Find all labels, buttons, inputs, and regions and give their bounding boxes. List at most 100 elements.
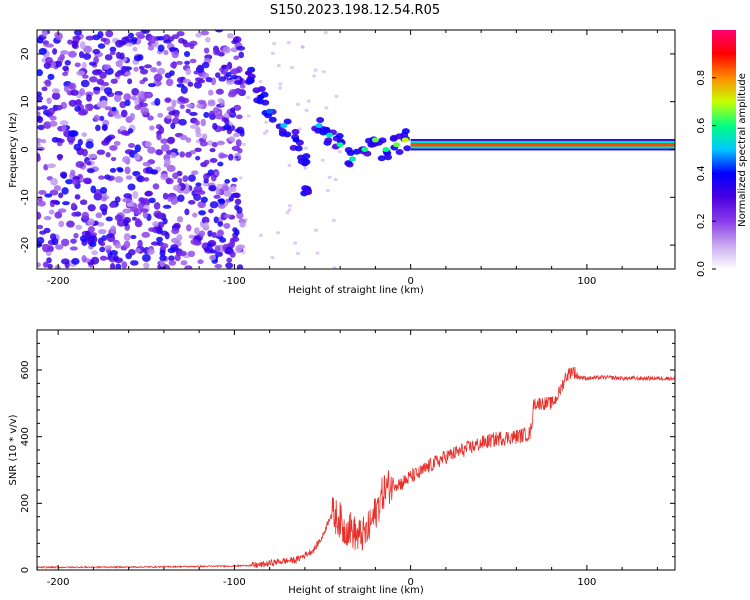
- heatmap-noise-blob: [226, 33, 234, 39]
- heatmap-noise-blob: [223, 223, 231, 229]
- heatmap-noise-blob: [203, 173, 210, 181]
- heatmap-noise-blob: [101, 139, 110, 146]
- colorbar-tick-label: 0.4: [696, 165, 707, 181]
- heatmap-track-blob: [344, 147, 353, 154]
- heatmap-noise-blob: [201, 216, 210, 224]
- heatmap-noise-blob: [194, 227, 200, 235]
- heatmap-noise-blob: [37, 95, 44, 102]
- heatmap-noise-blob: [193, 81, 202, 89]
- heatmap-noise-blob: [223, 124, 231, 131]
- heatmap-noise-blob: [43, 62, 51, 69]
- heatmap-noise-blob: [183, 51, 191, 58]
- heatmap-y-tick-label: 20: [20, 48, 31, 61]
- heatmap-track-blob: [316, 117, 325, 124]
- heatmap-noise-blob: [215, 187, 221, 196]
- heatmap-track-blob: [301, 185, 310, 192]
- heatmap-noise-blob: [187, 250, 196, 258]
- heatmap-noise-blob: [270, 51, 275, 56]
- heatmap-noise-blob: [203, 159, 210, 165]
- heatmap-noise-blob: [217, 161, 224, 167]
- heatmap-noise-blob: [99, 71, 107, 79]
- heatmap-noise-blob: [133, 66, 139, 72]
- heatmap-noise-blob: [88, 61, 97, 66]
- heatmap-noise-blob: [228, 136, 236, 142]
- heatmap-noise-blob: [224, 178, 231, 184]
- heatmap-noise-blob: [162, 204, 172, 209]
- heatmap-noise-blob: [110, 78, 118, 84]
- heatmap-track-blob: [324, 137, 333, 144]
- heatmap-track-blob: [261, 99, 270, 106]
- heatmap-x-axis-label: Height of straight line (km): [288, 285, 424, 296]
- heatmap-noise-blob: [57, 208, 67, 213]
- heatmap-noise-blob: [103, 87, 113, 95]
- heatmap-noise-blob: [286, 41, 291, 45]
- heatmap-noise-blob: [114, 214, 123, 222]
- heatmap-noise-blob: [189, 124, 199, 129]
- heatmap-noise-blob: [232, 192, 241, 199]
- heatmap-noise-blob: [87, 204, 96, 212]
- heatmap-noise-blob: [97, 43, 106, 49]
- heatmap-noise-blob: [88, 76, 98, 83]
- heatmap-noise-blob: [191, 170, 199, 175]
- heatmap-noise-blob: [211, 141, 218, 148]
- heatmap-noise-blob: [163, 50, 169, 56]
- heatmap-noise-blob: [236, 264, 244, 269]
- heatmap-noise-blob: [64, 59, 71, 66]
- heatmap-noise-blob: [156, 67, 166, 75]
- heatmap-noise-blob: [90, 232, 98, 237]
- heatmap-noise-blob: [142, 210, 149, 219]
- heatmap-y-ticks: -20 -10 0 10 20: [20, 48, 675, 253]
- heatmap-noise-blob: [144, 64, 152, 69]
- heatmap-noise-blob: [104, 245, 112, 250]
- heatmap-noise-blob: [37, 224, 44, 230]
- heatmap-noise-blob: [178, 118, 187, 126]
- heatmap-noise-blob: [148, 35, 157, 44]
- heatmap-noise-blob: [171, 34, 180, 40]
- heatmap-noise-blob: [51, 237, 59, 246]
- heatmap-noise-blob: [246, 95, 251, 100]
- heatmap-track-blob: [268, 116, 277, 123]
- heatmap-noise-blob: [172, 172, 179, 180]
- heatmap-noise-blob: [159, 249, 166, 257]
- heatmap-noise-blob: [81, 148, 88, 157]
- heatmap-y-tick-label: 10: [20, 95, 31, 108]
- heatmap-noise-blob: [85, 35, 95, 41]
- heatmap-noise-blob: [179, 151, 186, 158]
- heatmap-track-point: [280, 123, 288, 129]
- snr-x-tick-label: -200: [47, 577, 70, 588]
- heatmap-noise-blob: [44, 79, 52, 87]
- heatmap-noise-blob: [86, 94, 92, 102]
- heatmap-noise-blob: [157, 112, 164, 118]
- heatmap-noise-blob: [214, 263, 223, 269]
- heatmap-noise-blob: [258, 79, 263, 84]
- heatmap-noise-blob: [71, 258, 80, 265]
- colorbar-tick-label: 0.2: [696, 213, 707, 229]
- heatmap-noise-blob: [110, 225, 117, 234]
- heatmap-noise-blob: [186, 103, 195, 108]
- heatmap-noise-blob: [219, 237, 227, 243]
- heatmap-noise-blob: [231, 177, 238, 183]
- heatmap-track-point: [326, 132, 334, 138]
- heatmap-noise-blob: [37, 116, 44, 124]
- heatmap-noise-blob: [51, 92, 61, 100]
- heatmap-track-point: [244, 70, 252, 76]
- heatmap-noise-blob: [138, 197, 145, 203]
- heatmap-noise-blob: [197, 259, 204, 265]
- heatmap-noise-blob: [100, 37, 107, 42]
- heatmap-noise-blob: [46, 97, 52, 105]
- heatmap-track-blob: [403, 145, 412, 152]
- heatmap-track-blob: [377, 155, 386, 162]
- heatmap-noise-blob: [239, 84, 246, 89]
- heatmap-noise-blob: [42, 261, 49, 268]
- heatmap-noise-blob: [225, 71, 232, 77]
- heatmap-noise-blob: [158, 126, 165, 135]
- heatmap-noise-blob: [186, 224, 192, 232]
- heatmap-noise-blob: [193, 185, 203, 193]
- heatmap-noise-blob: [234, 198, 242, 205]
- heatmap-noise-blob: [212, 107, 220, 115]
- heatmap-noise-blob: [229, 251, 236, 258]
- heatmap-noise-blob: [332, 266, 337, 269]
- heatmap-noise-blob: [123, 93, 132, 101]
- heatmap-noise-blob: [144, 191, 153, 197]
